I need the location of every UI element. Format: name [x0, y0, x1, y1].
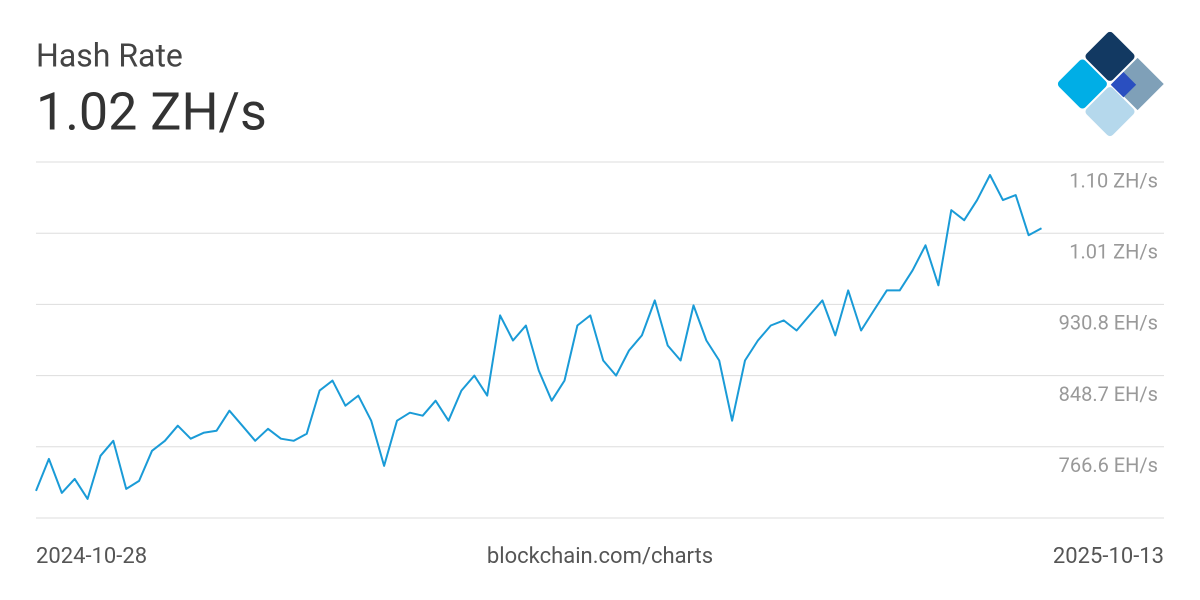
logo-tile: [1057, 59, 1107, 109]
x-tick-label: 2024-10-28: [36, 544, 147, 569]
logo-tile: [1085, 87, 1135, 137]
logo: [1057, 31, 1164, 137]
chart-title: Hash Rate: [36, 36, 183, 74]
current-value: 1.02 ZH/s: [36, 82, 267, 143]
data-line: [35, 174, 1042, 500]
y-tick-label: 1.01 ZH/s: [1069, 239, 1158, 263]
logo-tile: [1085, 31, 1135, 81]
y-tick-label: 848.7 EH/s: [1059, 382, 1158, 406]
y-tick-label: 766.6 EH/s: [1059, 453, 1158, 477]
source: blockchain.com/charts: [487, 544, 713, 569]
y-tick-label: 930.8 EH/s: [1059, 311, 1158, 335]
y-tick-label: 1.10 ZH/s: [1069, 168, 1158, 192]
x-tick-label: 2025-10-13: [1053, 544, 1164, 569]
